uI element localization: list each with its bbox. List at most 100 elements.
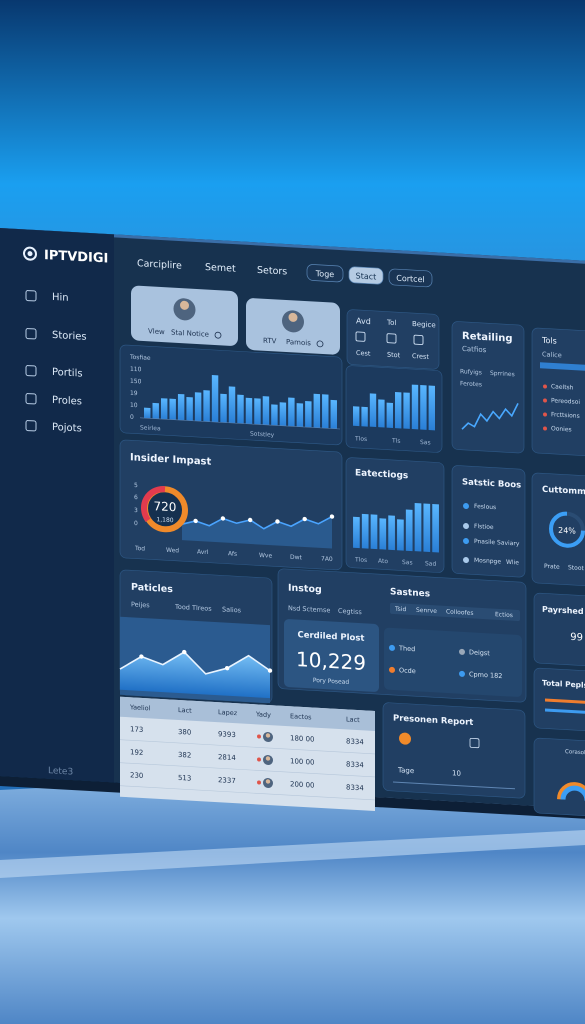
donut-arc bbox=[557, 782, 585, 802]
panel bbox=[451, 465, 526, 578]
button-label[interactable]: Stact bbox=[356, 271, 377, 281]
label: 0 bbox=[130, 414, 134, 421]
label: 380 bbox=[178, 728, 191, 737]
nav-icon bbox=[25, 328, 37, 340]
label: Stot bbox=[387, 351, 401, 360]
area bbox=[120, 652, 270, 699]
bar bbox=[220, 393, 227, 423]
label: 10,229 bbox=[296, 647, 366, 675]
button[interactable] bbox=[388, 268, 433, 288]
label: 7A0 bbox=[321, 555, 333, 563]
label: Cerdiled Plost bbox=[298, 630, 365, 644]
label: 10 bbox=[452, 769, 461, 777]
label[interactable]: Ectios bbox=[495, 611, 513, 619]
label: Insider Impast bbox=[130, 452, 212, 468]
label: Total Pepls bbox=[542, 678, 585, 690]
slider bbox=[393, 781, 515, 790]
label: Cegtiss bbox=[338, 607, 362, 616]
progress bbox=[545, 698, 585, 704]
bar bbox=[353, 516, 360, 549]
point bbox=[224, 665, 230, 671]
nav-item[interactable]: Semet bbox=[205, 262, 236, 275]
sidebar-footer[interactable]: Lete3 bbox=[48, 766, 73, 777]
label: 1,180 bbox=[156, 516, 173, 524]
label: 8334 bbox=[346, 760, 364, 769]
label: Nsd Sctemse bbox=[288, 604, 330, 614]
progress bbox=[545, 708, 585, 714]
button-label[interactable]: Toge bbox=[315, 269, 334, 279]
bar bbox=[379, 518, 387, 550]
icon bbox=[386, 333, 397, 344]
point bbox=[182, 649, 187, 655]
label: Sas bbox=[420, 439, 431, 447]
label[interactable]: Colloofes bbox=[446, 608, 473, 617]
label: Ato bbox=[378, 558, 388, 566]
panel bbox=[531, 327, 585, 457]
bar bbox=[432, 504, 439, 553]
label: Retailing bbox=[462, 331, 513, 345]
label: Wlie bbox=[506, 559, 519, 567]
bar bbox=[169, 398, 176, 420]
label: Corasolde bbox=[565, 749, 585, 757]
bar bbox=[228, 386, 236, 424]
label: 150 bbox=[130, 378, 142, 386]
nav-item[interactable]: Setors bbox=[257, 265, 287, 278]
label: Sotstley bbox=[250, 430, 275, 438]
icon bbox=[469, 737, 480, 749]
label: 8334 bbox=[346, 783, 364, 792]
label: 720 bbox=[154, 499, 177, 514]
sidebar-item[interactable]: Proles bbox=[52, 395, 82, 408]
icon bbox=[27, 251, 33, 257]
bar bbox=[186, 397, 193, 421]
bar bbox=[296, 403, 304, 427]
icon bbox=[316, 340, 324, 348]
label: Deigst bbox=[469, 648, 490, 657]
label: Pamois bbox=[286, 338, 311, 347]
bar bbox=[361, 406, 368, 427]
button[interactable] bbox=[348, 266, 384, 285]
label: Afs bbox=[228, 550, 237, 558]
label: Flstioe bbox=[474, 523, 494, 531]
sidebar-item[interactable]: Hin bbox=[52, 292, 69, 304]
sidebar-item[interactable]: Stories bbox=[52, 330, 87, 343]
label: 5 bbox=[134, 482, 138, 489]
point bbox=[193, 518, 198, 524]
label: Tol bbox=[386, 319, 396, 328]
label: Calice bbox=[542, 350, 562, 359]
bar bbox=[279, 402, 287, 426]
icon bbox=[463, 523, 469, 530]
bar bbox=[411, 384, 419, 430]
panel bbox=[533, 592, 585, 667]
bar bbox=[403, 392, 410, 429]
desk-edge bbox=[0, 830, 585, 878]
line bbox=[461, 403, 519, 430]
label: Rufyigs bbox=[460, 368, 482, 376]
label: Tosfiae bbox=[129, 354, 151, 362]
label: 19 bbox=[130, 390, 138, 397]
panel bbox=[451, 321, 525, 454]
label: Payrshed bbox=[542, 605, 584, 616]
point bbox=[275, 519, 280, 524]
label: Eatectiogs bbox=[355, 468, 408, 481]
button-label[interactable]: Cortcel bbox=[396, 274, 424, 285]
label: Satstic Boos bbox=[462, 477, 521, 490]
legend-box bbox=[384, 627, 522, 697]
bar bbox=[420, 385, 427, 430]
label: 180 00 bbox=[290, 734, 314, 743]
label: Sprrines bbox=[490, 370, 515, 378]
button[interactable] bbox=[306, 264, 344, 283]
sidebar-item[interactable]: Pojots bbox=[52, 422, 82, 435]
label: Begice bbox=[412, 320, 436, 329]
label: 100 00 bbox=[290, 757, 314, 766]
label: Tood Tlreos bbox=[174, 603, 212, 613]
bar bbox=[144, 407, 151, 419]
label: 200 00 bbox=[290, 780, 314, 789]
label[interactable]: Senrve bbox=[416, 607, 437, 615]
nav-item[interactable]: Carciplire bbox=[137, 258, 182, 272]
sidebar-item[interactable]: Portils bbox=[52, 367, 83, 380]
label[interactable]: Tsid bbox=[394, 606, 406, 614]
label: Avrl bbox=[197, 549, 209, 557]
panel bbox=[533, 667, 585, 732]
logo bbox=[23, 246, 37, 261]
label: Ocde bbox=[399, 666, 416, 675]
